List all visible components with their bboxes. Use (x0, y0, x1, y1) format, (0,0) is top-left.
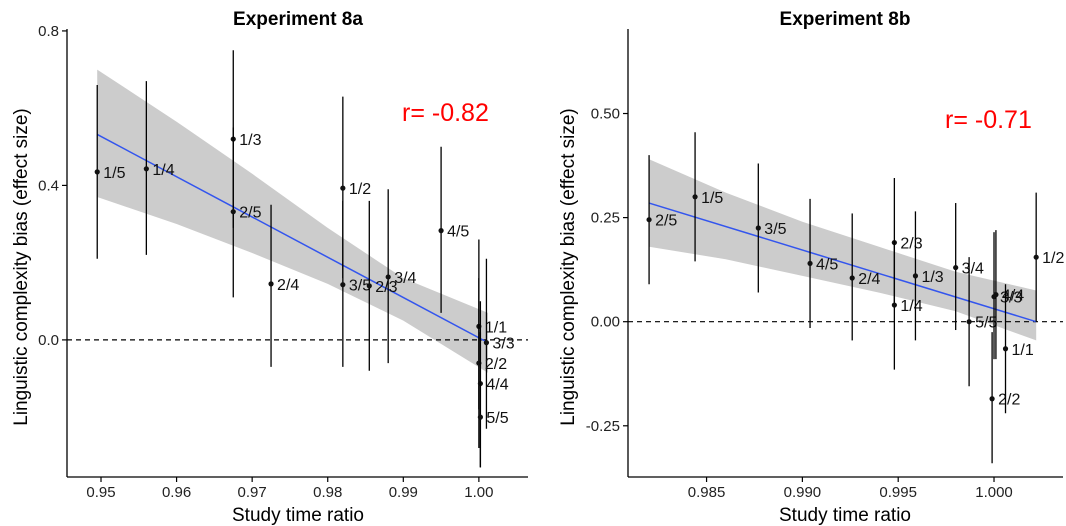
point-label: 3/5 (764, 221, 786, 238)
y-tick-label: 0.25 (591, 210, 620, 227)
point-label: 2/2 (998, 392, 1020, 409)
point-label: 1/2 (1042, 250, 1064, 267)
data-point (385, 274, 391, 280)
point-label: 1/1 (1012, 342, 1034, 359)
confidence-band (649, 159, 1037, 341)
point-label: 4/5 (816, 256, 838, 273)
data-point (989, 396, 995, 402)
point-label: 1/5 (701, 190, 723, 207)
x-tick-label: 0.95 (86, 484, 115, 501)
point-label: 2/2 (485, 356, 507, 373)
regression-line (96, 133, 489, 344)
data-point (755, 225, 761, 231)
data-point (94, 169, 100, 175)
point-label: 1/3 (921, 269, 943, 286)
point-label: 3/3 (492, 336, 514, 353)
data-point (966, 319, 972, 325)
point-label: 2/3 (375, 279, 397, 296)
data-point (1002, 346, 1009, 352)
chart-title: Experiment 8b (780, 9, 911, 30)
data-point (438, 228, 444, 234)
data-point (807, 260, 813, 267)
point-label: 2/5 (239, 205, 261, 222)
regression-line (648, 202, 1037, 323)
data-point (849, 275, 855, 281)
data-point (993, 292, 999, 298)
x-axis-title: Study time ratio (779, 505, 911, 526)
point-label: 1/4 (152, 162, 174, 179)
y-tick-label: 0.50 (591, 106, 620, 123)
x-tick-label: 0.96 (162, 484, 191, 501)
data-point (891, 302, 897, 308)
point-label: 1/5 (103, 165, 125, 182)
y-tick-label: -0.25 (586, 418, 620, 435)
x-tick-label: 0.97 (238, 484, 267, 501)
panel-experiment-8b: Experiment 8b Study time ratio Linguisti… (558, 9, 1065, 526)
data-point (230, 209, 236, 215)
data-point (340, 185, 346, 191)
data-point (268, 281, 274, 287)
correlation-annotation: r= -0.71 (945, 106, 1032, 134)
correlation-annotation: r= -0.82 (402, 99, 489, 127)
data-point (477, 414, 483, 420)
data-point (646, 217, 652, 223)
panel-experiment-8a: Experiment 8a Study time ratio Linguisti… (11, 9, 528, 526)
y-tick-label: 0.0 (38, 332, 59, 349)
x-tick-label: 0.995 (879, 484, 917, 501)
x-tick-label: 0.98 (313, 484, 342, 501)
point-label: 2/5 (655, 213, 677, 230)
point-label: 1/4 (900, 298, 922, 315)
x-axis-title: Study time ratio (232, 505, 364, 526)
y-tick-label: 0.4 (38, 177, 59, 194)
x-tick-label: 1.00 (464, 484, 493, 501)
x-tick-label: 1.000 (975, 484, 1013, 501)
chart-title: Experiment 8a (233, 9, 363, 30)
plot-area: 1/5 1/4 1/3 2/5 2/4 1/2 3/5 2/33/4 4/5 1/13/3 2/2 4… (38, 23, 528, 501)
point-label: 1/3 (239, 132, 261, 149)
point-label: 2/4 (277, 277, 299, 294)
point-label: 2/3 (900, 236, 922, 253)
point-label: 3/5 (349, 278, 371, 295)
data-point (366, 283, 372, 289)
y-axis-title: Linguistic complexity bias (effect size) (558, 108, 579, 426)
y-axis-title: Linguistic complexity bias (effect size) (11, 108, 32, 426)
x-tick-label: 0.990 (784, 484, 822, 501)
data-point (483, 340, 490, 346)
data-point (143, 166, 149, 172)
point-label: 4/4 (486, 377, 508, 394)
y-tick-label: 0.00 (591, 314, 620, 331)
point-label: 5/5 (975, 315, 997, 332)
y-tick-label: 0.8 (38, 23, 59, 40)
point-label: 3/4 (962, 261, 984, 278)
plot-area: 2/51/53/54/52/42/31/41/3 3/45/52/23/34/41… (586, 29, 1065, 501)
data-point (912, 273, 919, 279)
point-label: 4/5 (447, 224, 469, 241)
confidence-band (97, 69, 488, 373)
point-label: 2/4 (858, 271, 880, 288)
point-label: 1/1 (485, 319, 507, 336)
point-label: 4/4 (1002, 288, 1024, 305)
data-point (1033, 254, 1039, 260)
x-tick-label: 0.985 (688, 484, 726, 501)
point-label: 5/5 (486, 410, 508, 427)
point-label: 3/4 (394, 270, 416, 287)
data-point (953, 264, 959, 271)
point-label: 1/2 (349, 181, 371, 198)
data-point (340, 282, 346, 288)
x-tick-label: 0.99 (389, 484, 418, 501)
data-point (692, 194, 698, 200)
